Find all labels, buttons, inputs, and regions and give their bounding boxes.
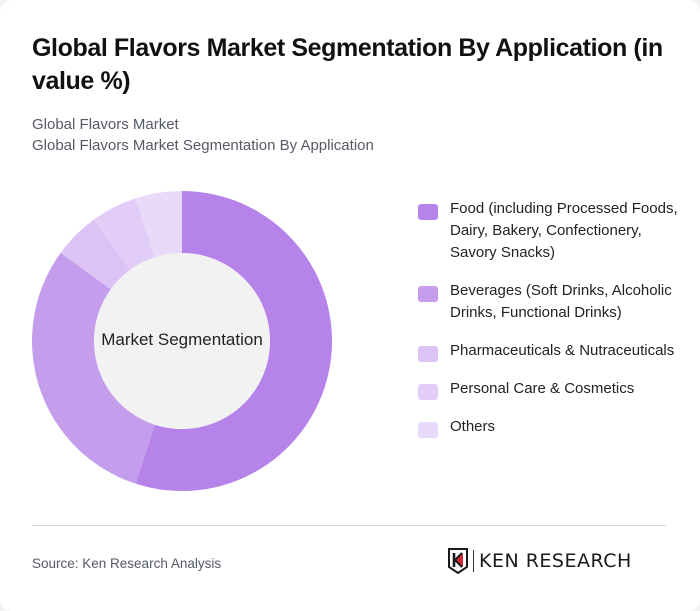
legend-swatch-icon — [418, 286, 438, 302]
subtitle-segmentation: Global Flavors Market Segmentation By Ap… — [32, 137, 374, 154]
logo-wordmark: KEN RESEARCH — [479, 550, 632, 572]
donut-slice[interactable] — [135, 191, 182, 258]
subtitle-market: Global Flavors Market — [32, 116, 179, 133]
chart-title: Global Flavors Market Segmentation By Ap… — [32, 34, 663, 95]
logo-separator — [473, 550, 474, 572]
chart-legend: Food (including Processed Foods, Dairy, … — [418, 198, 688, 454]
source-note: Source: Ken Research Analysis — [32, 556, 222, 571]
ken-research-k-shield-icon — [448, 548, 468, 574]
legend-label: Personal Care & Cosmetics — [450, 380, 635, 397]
ken-research-logo: KEN RESEARCH — [447, 548, 632, 574]
donut-slice[interactable] — [93, 198, 155, 270]
legend-item[interactable]: Pharmaceuticals & Nutraceuticals — [418, 340, 688, 362]
legend-label: Others — [450, 418, 496, 435]
legend-swatch-icon — [418, 384, 438, 400]
donut-chart — [31, 191, 332, 491]
donut-slice[interactable] — [60, 219, 131, 290]
legend-label: Pharmaceuticals & Nutraceuticals — [450, 342, 675, 359]
donut-slice[interactable] — [31, 252, 155, 484]
legend-item[interactable]: Food (including Processed Foods, Dairy, … — [418, 198, 688, 264]
donut-slice[interactable] — [135, 191, 332, 491]
legend-swatch-icon — [418, 346, 438, 362]
donut-hole — [94, 253, 270, 429]
legend-swatch-icon — [418, 422, 438, 438]
legend-label: Food (including Processed Foods, Dairy, … — [450, 200, 678, 261]
legend-label: Beverages (Soft Drinks, Alcoholic Drinks… — [450, 282, 672, 321]
donut-center-label: Market Segmentation — [101, 330, 263, 349]
legend-item[interactable]: Personal Care & Cosmetics — [418, 378, 688, 400]
legend-swatch-icon — [418, 204, 438, 220]
legend-item[interactable]: Beverages (Soft Drinks, Alcoholic Drinks… — [418, 280, 688, 324]
legend-item[interactable]: Others — [418, 416, 688, 438]
chart-subtitle: Global Flavors Market Global Flavors Mar… — [32, 114, 374, 156]
footer-divider — [32, 525, 666, 526]
